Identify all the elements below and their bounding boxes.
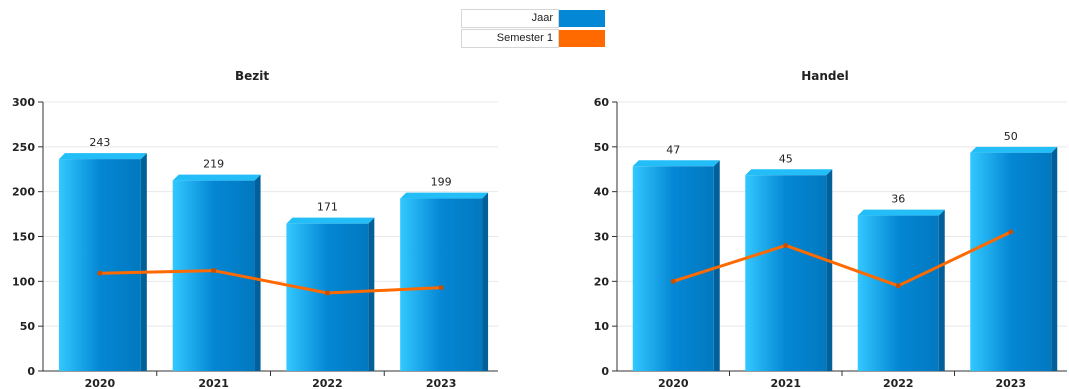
line-point (1008, 229, 1014, 235)
bar-2022 (286, 217, 375, 371)
line-point (895, 283, 901, 289)
legend-label-semester-1: Semester 1 (461, 29, 559, 48)
bar-side (140, 153, 147, 371)
bar-front (857, 215, 939, 371)
y-tick-label: 50 (20, 320, 36, 333)
data-label: 50 (1004, 130, 1018, 143)
x-tick-label: 2020 (658, 377, 689, 389)
bar-side (1051, 146, 1058, 371)
y-tick-label: 150 (12, 231, 35, 244)
data-label: 243 (89, 136, 110, 149)
x-tick-label: 2021 (198, 377, 229, 389)
legend-item-jaar: Jaar (461, 9, 605, 28)
bar-top (286, 217, 375, 224)
bar-top (745, 169, 833, 176)
bar-side (938, 209, 945, 371)
chart-title: Bezit (235, 69, 269, 83)
x-tick-label: 2022 (883, 377, 914, 389)
bar-top (970, 146, 1058, 153)
data-label: 45 (779, 152, 793, 165)
bar-front (632, 166, 714, 371)
line-point (324, 290, 330, 296)
bar-front (970, 152, 1052, 371)
bar-side (482, 192, 489, 371)
y-tick-label: 200 (12, 186, 35, 199)
bar-side (826, 169, 833, 371)
line-semester-1 (672, 230, 1012, 288)
y-tick-label: 250 (12, 141, 35, 154)
legend-item-semester-1: Semester 1 (461, 29, 605, 48)
bar-2020 (58, 153, 147, 371)
y-tick-label: 40 (594, 186, 610, 199)
x-tick-label: 2021 (770, 377, 801, 389)
y-tick-label: 30 (594, 231, 610, 244)
data-label: 47 (666, 143, 680, 156)
bar-top (400, 192, 489, 199)
bar-2021 (172, 174, 261, 371)
legend-swatch-jaar (559, 10, 605, 27)
data-label: 219 (203, 158, 224, 171)
line-point (97, 270, 103, 276)
y-tick-label: 50 (594, 141, 610, 154)
data-label: 199 (431, 176, 452, 189)
chart-handel: Handel 0 10 20 30 40 50 60 47 45 36 50 2020 2021 2022 2… (594, 69, 1067, 389)
line-point (211, 268, 217, 274)
line-point (438, 285, 444, 291)
bar-2023 (970, 146, 1058, 371)
chart-bezit: Bezit 0 50 100 150 200 250 300 243 219 171 199 2020 2… (12, 69, 498, 389)
data-label: 36 (891, 193, 905, 206)
bar-side (368, 217, 375, 371)
x-tick-label: 2020 (85, 377, 116, 389)
line-point (670, 278, 676, 284)
legend-label-jaar: Jaar (461, 9, 559, 28)
legend: Jaar Semester 1 (461, 9, 605, 49)
bar-2023 (400, 192, 489, 371)
y-tick-label: 0 (27, 365, 35, 378)
bar-top (632, 160, 720, 167)
bar-side (254, 174, 261, 371)
y-tick-label: 10 (594, 320, 610, 333)
chart-title: Handel (801, 69, 849, 83)
data-label: 171 (317, 201, 338, 214)
bar-front (745, 175, 827, 371)
bar-2021 (745, 169, 833, 371)
y-tick-label: 0 (601, 365, 609, 378)
x-tick-label: 2022 (312, 377, 343, 389)
line-point (783, 242, 789, 248)
y-tick-label: 100 (12, 275, 35, 288)
bar-front (58, 159, 141, 371)
line-semester-1 (99, 269, 442, 295)
bar-top (58, 153, 147, 160)
bar-2022 (857, 209, 945, 371)
x-tick-label: 2023 (995, 377, 1026, 389)
y-tick-label: 300 (12, 96, 35, 109)
bar-top (857, 209, 945, 216)
bar-2020 (632, 160, 720, 371)
y-tick-label: 60 (594, 96, 610, 109)
bar-front (400, 198, 483, 371)
bar-side (713, 160, 720, 371)
y-tick-label: 20 (594, 275, 610, 288)
legend-swatch-semester-1 (559, 30, 605, 47)
x-tick-label: 2023 (426, 377, 457, 389)
bar-front (286, 223, 369, 371)
bar-top (172, 174, 261, 181)
